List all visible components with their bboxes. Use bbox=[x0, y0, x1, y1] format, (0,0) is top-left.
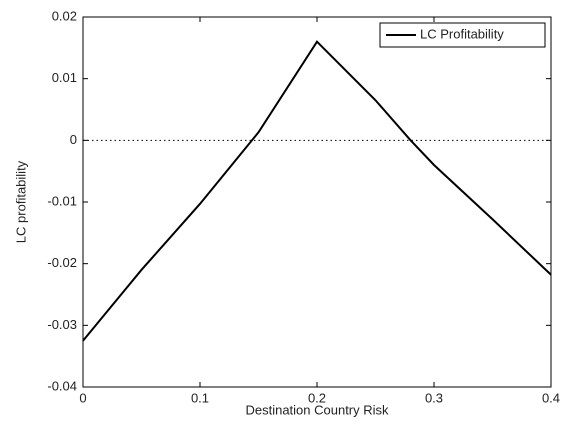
y-tick-label: -0.02 bbox=[47, 255, 77, 270]
y-tick-label: 0.01 bbox=[52, 70, 77, 85]
data-line bbox=[82, 40, 552, 342]
x-tick-label: 0.3 bbox=[425, 390, 443, 405]
legend-label: LC Profitability bbox=[420, 26, 504, 41]
x-tick-label: 0.2 bbox=[308, 390, 326, 405]
y-tick-label: 0 bbox=[70, 132, 77, 147]
x-tick-label: 0.1 bbox=[191, 390, 209, 405]
y-axis-label: LC profitability bbox=[13, 160, 28, 243]
plot-area bbox=[82, 16, 552, 388]
y-tick-label: -0.01 bbox=[47, 193, 77, 208]
x-axis-label: Destination Country Risk bbox=[245, 402, 389, 417]
y-tick-label: -0.04 bbox=[47, 378, 77, 393]
x-tick-label: 0 bbox=[79, 390, 86, 405]
y-tick-label: 0.02 bbox=[52, 8, 77, 23]
y-tick-label: -0.03 bbox=[47, 317, 77, 332]
x-tick-label: 0.4 bbox=[542, 390, 560, 405]
